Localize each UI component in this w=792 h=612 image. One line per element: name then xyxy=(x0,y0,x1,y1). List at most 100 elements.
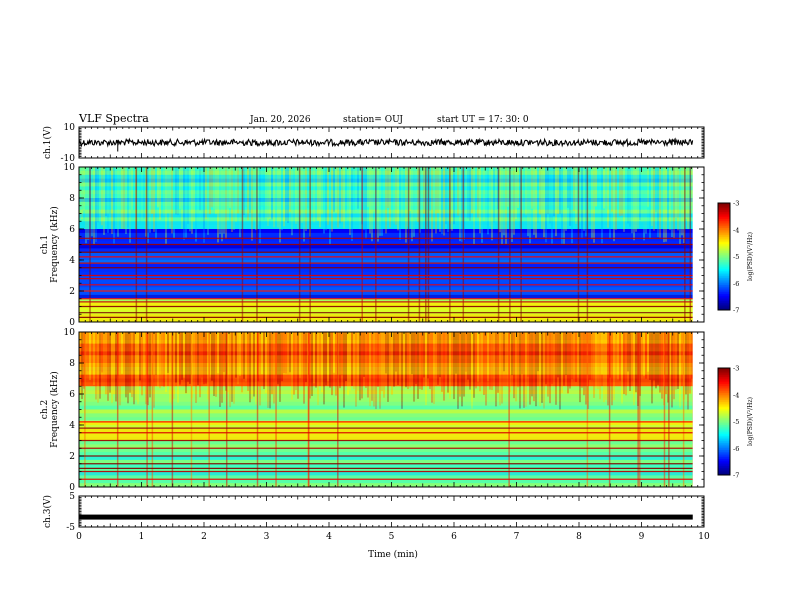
spectrogram-streak xyxy=(115,167,117,210)
colorbar-segment xyxy=(718,410,730,414)
spectrogram-streak xyxy=(187,167,189,224)
spectrogram-streak xyxy=(483,332,485,395)
spectrogram-streak xyxy=(543,332,545,409)
colorbar-segment xyxy=(718,252,730,256)
spectrogram-streak xyxy=(597,332,599,390)
spectrogram-streak xyxy=(615,167,617,230)
spectrogram-streak xyxy=(273,332,275,404)
colorbar-segment xyxy=(718,285,730,288)
colorbar-segment xyxy=(718,265,730,268)
spectrogram-streak xyxy=(93,167,95,245)
spectrogram-streak xyxy=(197,167,199,225)
spectrogram-streak xyxy=(273,167,275,228)
spectrogram-streak xyxy=(625,332,627,396)
colorbar-segment xyxy=(718,213,730,216)
colorbar-segment xyxy=(718,375,730,378)
spectrogram-row xyxy=(79,221,693,226)
spectrogram-streak xyxy=(683,167,685,244)
spectrogram-streak xyxy=(95,332,97,400)
spectrogram-streak xyxy=(397,167,399,231)
spectrogram-streak xyxy=(395,167,397,225)
spectrogram-streak xyxy=(591,332,593,381)
spectrogram-streak xyxy=(437,332,439,385)
spectrogram-row xyxy=(79,302,693,307)
colorbar-segment xyxy=(718,272,730,275)
spectrogram-streak xyxy=(579,167,581,223)
spectrogram-streak xyxy=(555,332,557,405)
y-tick-label: 2 xyxy=(69,452,75,462)
spectrogram-streak xyxy=(561,167,563,244)
spectrogram-streak xyxy=(571,332,573,380)
spectrogram-streak xyxy=(311,332,313,396)
spectrogram-streak xyxy=(311,167,313,215)
colorbar-segment xyxy=(718,236,730,240)
spectrogram-streak xyxy=(351,332,353,386)
spectrogram-streak xyxy=(533,167,535,235)
spectrogram-streak xyxy=(635,332,637,393)
spectrogram-image xyxy=(79,167,704,322)
spectrogram-streak xyxy=(303,167,305,242)
x-tick-label: 4 xyxy=(326,532,332,542)
colorbar-tick-label: -3 xyxy=(733,200,739,208)
spectrogram-row xyxy=(79,355,693,360)
spectrogram-streak xyxy=(347,167,349,221)
spectrogram-streak xyxy=(253,332,255,397)
spectrogram-streak xyxy=(211,167,213,208)
spectrogram-burst xyxy=(84,332,86,487)
colorbar-segment xyxy=(718,283,730,286)
spectrogram-streak xyxy=(177,332,179,403)
spectrogram-streak xyxy=(633,167,635,241)
spectrogram-streak xyxy=(451,332,453,375)
spectrogram-streak xyxy=(677,332,679,389)
colorbar-segment xyxy=(718,441,730,444)
spectrogram-streak xyxy=(91,332,93,385)
colorbar-segment xyxy=(718,442,730,446)
spectrogram-streak xyxy=(205,332,207,384)
spectrogram-row xyxy=(79,382,693,387)
colorbar-segment xyxy=(718,421,730,424)
spectrogram-streak xyxy=(559,167,561,214)
spectrogram-streak xyxy=(469,167,471,221)
spectrogram-streak xyxy=(563,167,565,244)
spectrogram-streak xyxy=(351,167,353,241)
spectrogram-streak xyxy=(547,332,549,397)
spectrogram-streak xyxy=(307,167,309,208)
spectrogram-streak xyxy=(463,332,465,397)
colorbar-segment xyxy=(718,394,730,398)
spectrogram-streak xyxy=(323,167,325,234)
spectrogram-streak xyxy=(115,332,117,402)
spectrogram-band xyxy=(79,229,693,253)
colorbar-segment xyxy=(718,400,730,403)
spectrogram-row xyxy=(79,471,693,476)
spectrogram-streak xyxy=(467,332,469,380)
spectrogram-streak xyxy=(641,332,643,373)
spectrogram-streak xyxy=(319,332,321,382)
spectrogram-streak xyxy=(381,332,383,392)
spectrogram-streak xyxy=(679,332,681,408)
waveform-trace xyxy=(79,514,693,520)
colorbar-segment xyxy=(718,211,730,215)
spectrogram-streak xyxy=(591,167,593,240)
y-tick-label: 10 xyxy=(64,163,76,173)
spectrogram-row xyxy=(79,198,693,202)
spectrogram-streak xyxy=(103,167,105,235)
spectrogram-row xyxy=(79,318,693,322)
spectrogram-streak xyxy=(439,332,441,378)
spectrogram-streak xyxy=(303,332,305,404)
spectrogram-streak xyxy=(657,332,659,385)
spectrogram-streak xyxy=(531,167,533,209)
x-tick-label: 10 xyxy=(698,532,710,542)
colorbar-segment xyxy=(718,453,730,456)
spectrogram-streak xyxy=(675,167,677,218)
spectrogram-streak xyxy=(651,167,653,226)
spectrogram-streak xyxy=(373,167,375,212)
spectrogram-streak xyxy=(137,332,139,405)
spectrogram-streak xyxy=(521,332,523,375)
colorbar-segment xyxy=(718,256,730,259)
spectrogram-streak xyxy=(129,167,131,243)
spectrogram-streak xyxy=(461,332,463,407)
spectrogram-row xyxy=(79,232,693,237)
colorbar-segment xyxy=(718,371,730,374)
spectrogram-streak xyxy=(329,332,331,388)
spectrogram-streak xyxy=(637,167,639,229)
